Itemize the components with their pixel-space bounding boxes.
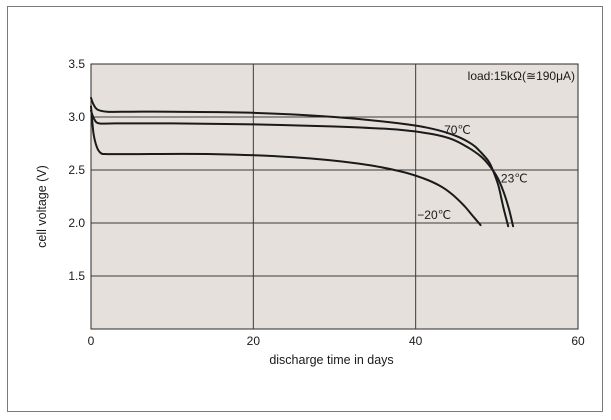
series-labels: 70℃ 23℃ −20℃ (417, 123, 527, 222)
series-label-1: 23℃ (501, 172, 528, 186)
grid-lines (91, 64, 578, 329)
series-line-2 (90, 105, 482, 227)
series-label-0: 70℃ (444, 123, 471, 137)
x-tick-label: 20 (247, 334, 261, 348)
y-axis-title: cell voltage (V) (35, 165, 49, 248)
y-tick-label: 3.0 (68, 110, 85, 124)
series-lines (90, 96, 515, 228)
x-tick-label: 0 (88, 334, 95, 348)
load-annotation: load:15kΩ(≅190μA) (468, 69, 575, 83)
y-tick-label: 2.5 (68, 163, 85, 177)
y-tick-label: 2.0 (68, 216, 85, 230)
y-tick-label: 1.5 (68, 269, 85, 283)
series-label-2: −20℃ (417, 208, 451, 222)
plot-area (90, 63, 579, 330)
series-line-1 (90, 109, 515, 228)
y-tick-label: 3.5 (68, 57, 85, 71)
tick-labels: 0 20 40 60 1.5 2.0 2.5 3.0 3.5 (68, 57, 585, 348)
x-tick-label: 40 (409, 334, 423, 348)
x-tick-label: 60 (571, 334, 585, 348)
x-axis-title: discharge time in days (269, 353, 393, 367)
